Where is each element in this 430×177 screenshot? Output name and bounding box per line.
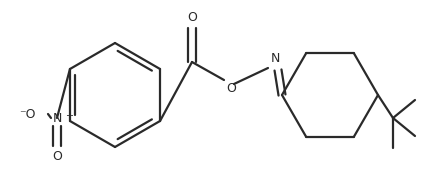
Text: ⁻O: ⁻O xyxy=(19,107,36,121)
Text: +: + xyxy=(65,111,73,121)
Text: O: O xyxy=(187,11,197,24)
Text: N: N xyxy=(271,52,280,65)
Text: O: O xyxy=(52,150,62,163)
Text: N: N xyxy=(52,112,61,124)
Text: O: O xyxy=(226,82,236,95)
